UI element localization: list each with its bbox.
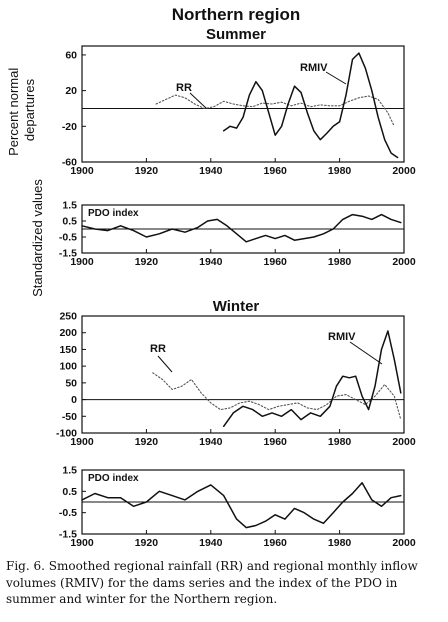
x-tick-label: 1960 (264, 256, 288, 268)
series-line-rmiv (222, 52, 399, 159)
y-tick-label: 1.5 (62, 200, 77, 212)
x-tick-label: 2000 (392, 537, 416, 549)
x-tick-label: 1900 (70, 436, 94, 448)
annotation-leader-rmiv (349, 341, 383, 365)
annotation-rmiv: RMIV (300, 62, 328, 74)
plot-frame (81, 45, 405, 163)
y-axis-label-percent-line1: Percent normal (6, 68, 21, 156)
plot-frame (81, 315, 405, 434)
figure-title: Northern region (172, 5, 300, 24)
summer-flow-panel: 1900 1920 1940 1960 1980 2000 -60 -20 20 60 RR RMIV (62, 45, 416, 177)
x-tick-label: 1940 (199, 537, 223, 549)
y-axis-label-percent: Percent normal departures (6, 64, 37, 156)
y-tick-label: 20 (65, 85, 77, 97)
x-tick-label: 1900 (70, 537, 94, 549)
series-line-pdo-index (81, 213, 402, 243)
x-tick-label: 1900 (70, 256, 94, 268)
x-tick-label: 2000 (392, 436, 416, 448)
annotation-pdo-index: PDO index (88, 208, 139, 219)
x-tick-label: 1960 (264, 165, 288, 177)
x-tick-label: 1960 (264, 537, 288, 549)
annotation-leader-rr (157, 355, 173, 373)
x-tick-label: 1940 (199, 165, 223, 177)
winter-title: Winter (213, 298, 260, 315)
y-axis-label-percent-line2: departures (22, 78, 37, 141)
y-tick-label: 100 (59, 361, 77, 373)
y-tick-label: 1.5 (62, 465, 77, 477)
y-tick-label: 250 (59, 311, 77, 323)
series-line-pdo-index (81, 482, 402, 529)
x-tick-label: 2000 (392, 256, 416, 268)
x-tick-label: 1920 (135, 256, 159, 268)
winter-flow-panel: 1900 1920 1940 1960 1980 2000 -100 -50 0 50 100 150… (56, 311, 416, 449)
x-tick-label: 1980 (328, 256, 352, 268)
annotation-leader-rmiv (325, 71, 347, 85)
annotation-rr: RR (150, 343, 166, 355)
y-tick-label: 200 (59, 327, 77, 339)
x-tick-label: 1940 (199, 256, 223, 268)
y-tick-label: -1.5 (59, 529, 77, 541)
y-tick-label: -100 (56, 428, 77, 440)
summer-title: Summer (206, 26, 266, 43)
y-tick-label: -0.5 (59, 232, 77, 244)
y-tick-label: -20 (62, 121, 77, 133)
y-tick-label: -50 (62, 411, 77, 423)
x-tick-label: 2000 (392, 165, 416, 177)
y-tick-label: -60 (62, 157, 77, 169)
series-line-rmiv (222, 330, 402, 428)
y-tick-label: 150 (59, 344, 77, 356)
y-tick-label: 0 (71, 394, 77, 406)
annotation-leader-rr (189, 92, 207, 109)
y-tick-label: 0.5 (62, 486, 77, 498)
x-tick-label: 1900 (70, 165, 94, 177)
y-tick-label: 60 (65, 49, 77, 61)
figure-caption: Fig. 6. Smoothed regional rainfall (RR) … (6, 559, 418, 606)
x-tick-label: 1980 (328, 165, 352, 177)
winter-pdo-panel: 1900 1920 1940 1960 1980 2000 -1.5 -0.5 0.5 1.5 PD… (59, 465, 416, 550)
y-tick-label: 0.5 (62, 216, 77, 228)
series-line-rr (155, 94, 395, 127)
x-tick-label: 1920 (135, 436, 159, 448)
x-tick-label: 1980 (328, 436, 352, 448)
annotation-rmiv: RMIV (328, 331, 356, 343)
summer-pdo-panel: 1900 1920 1940 1960 1980 2000 -1.5 -0.5 0.5 1.5 PD… (59, 200, 416, 269)
y-tick-label: 50 (65, 377, 77, 389)
y-axis-label-standardized: Standardized values (30, 179, 45, 297)
annotation-pdo-index: PDO index (88, 473, 139, 484)
annotation-rr: RR (176, 82, 192, 94)
x-tick-label: 1940 (199, 436, 223, 448)
x-tick-label: 1980 (328, 537, 352, 549)
y-tick-label: -0.5 (59, 507, 77, 519)
x-tick-label: 1920 (135, 165, 159, 177)
x-tick-label: 1920 (135, 537, 159, 549)
series-line-rr (152, 372, 402, 421)
y-tick-label: -1.5 (59, 248, 77, 260)
x-tick-label: 1960 (264, 436, 288, 448)
